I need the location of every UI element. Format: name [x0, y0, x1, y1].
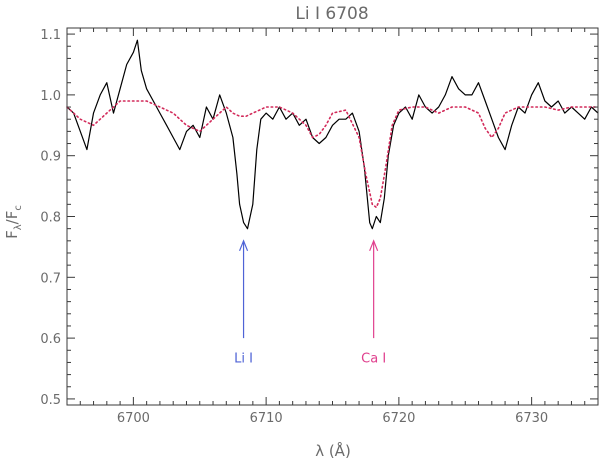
x-tick-label: 6730 — [515, 411, 548, 426]
li-i-label: Li I — [234, 351, 253, 366]
y-tick-label: 0.7 — [40, 271, 61, 286]
x-tick-label: 6720 — [382, 411, 415, 426]
y-tick-label: 1.0 — [40, 89, 61, 104]
li-i-arrow-head — [238, 239, 249, 252]
y-tick-label: 1.1 — [40, 28, 61, 43]
observed-spectrum-line — [66, 39, 599, 230]
x-axis-title: λ (Å) — [315, 441, 351, 460]
y-axis-title: Fλ/Fc — [3, 205, 24, 239]
ca-i-arrow-head — [369, 239, 379, 252]
y-tick-label: 0.5 — [40, 393, 61, 408]
axis-ticks: 6700 6710 6720 6730 0.5 0.6 0.7 0.8 0.9 1.0 1.1 — [40, 28, 599, 426]
plot-frame — [66, 27, 599, 406]
ca-i-label: Ca I — [361, 351, 386, 366]
y-tick-label: 0.6 — [40, 332, 61, 347]
x-tick-label: 6710 — [250, 411, 283, 426]
x-tick-label: 6700 — [117, 411, 150, 426]
y-tick-label: 0.8 — [40, 211, 61, 226]
y-tick-label: 0.9 — [40, 150, 61, 165]
model-spectrum-line — [66, 100, 599, 209]
annotations: Li I Ca I — [234, 239, 386, 366]
plot-area — [66, 39, 599, 230]
chart-title: Li I 6708 — [295, 4, 368, 24]
svg-text:Fλ/Fc: Fλ/Fc — [3, 205, 24, 239]
